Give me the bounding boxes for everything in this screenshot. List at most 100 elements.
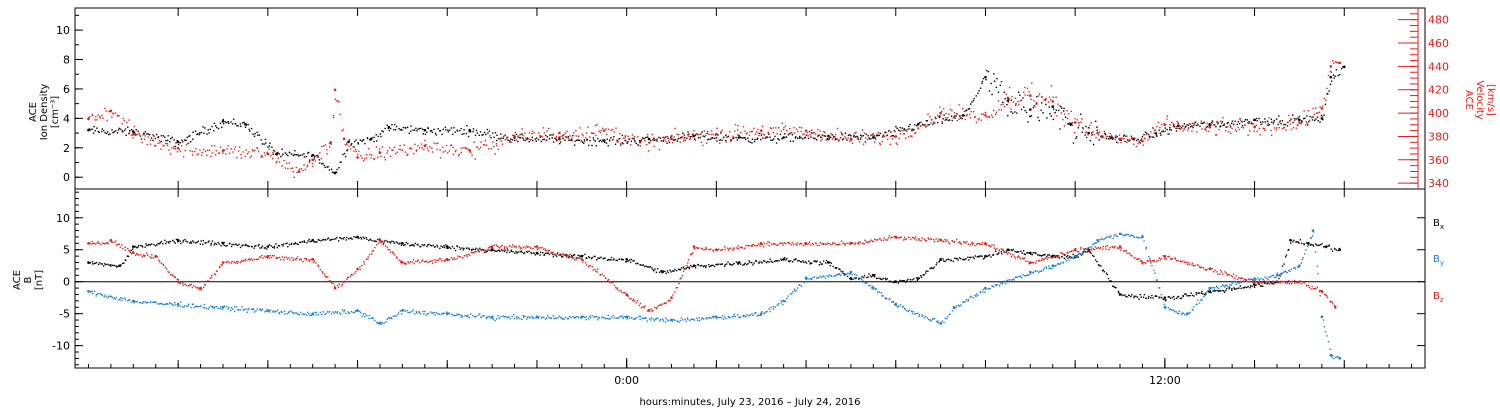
Bx-dot: [800, 261, 803, 263]
Bx-dot: [1090, 252, 1092, 254]
Bz-dot: [487, 247, 490, 249]
Bz-dot: [883, 237, 886, 239]
By-dot: [601, 316, 603, 318]
Bz-dot: [428, 260, 431, 263]
Bz-dot: [750, 244, 752, 247]
density-dot: [231, 123, 234, 125]
velocity-dot: [1082, 128, 1085, 130]
By-dot: [549, 317, 552, 320]
Bx-dot: [725, 263, 728, 265]
By-dot: [1208, 289, 1210, 291]
density-dot: [945, 118, 948, 121]
velocity-dot: [837, 140, 840, 142]
By-dot: [492, 318, 494, 320]
By-dot: [926, 317, 929, 319]
Bz-dot: [753, 244, 755, 247]
velocity-dot: [1179, 128, 1182, 131]
By-dot: [155, 301, 157, 304]
density-dot: [157, 136, 160, 138]
Bx-dot: [683, 268, 685, 270]
Bz-dot: [1018, 256, 1020, 258]
velocity-dot: [1182, 130, 1184, 132]
density-dot: [1061, 107, 1063, 109]
density-dot: [766, 136, 769, 138]
Bz-dot: [696, 246, 698, 249]
Bz-dot: [327, 276, 329, 278]
By-dot: [1113, 234, 1115, 237]
Bx-dot: [358, 237, 360, 239]
By-dot: [415, 311, 418, 313]
Bz-dot: [587, 266, 590, 268]
velocity-dot: [987, 115, 990, 118]
Bx-dot: [137, 246, 139, 249]
Bz-dot: [842, 242, 844, 244]
density-dot: [857, 138, 859, 140]
Bz-dot: [956, 238, 958, 241]
Bx-dot: [1312, 244, 1314, 246]
density-dot: [1104, 132, 1106, 134]
Bz-dot: [728, 247, 730, 250]
By-dot: [1278, 273, 1280, 276]
Bx-dot: [820, 263, 822, 265]
density-dot: [569, 139, 572, 141]
density-dot: [176, 139, 178, 142]
Bx-dot: [147, 244, 149, 246]
density-dot: [384, 127, 386, 130]
density-dot: [1122, 135, 1125, 137]
Bz-dot: [720, 249, 722, 251]
By-dot: [766, 310, 768, 313]
Bx-dot: [938, 260, 941, 262]
Bz-dot: [876, 239, 879, 241]
By-dot: [383, 322, 386, 324]
Bz-dot: [615, 287, 617, 289]
velocity-dot: [651, 133, 653, 136]
By-dot: [181, 306, 183, 308]
Bx-dot: [1148, 295, 1150, 298]
By-dot: [1043, 267, 1045, 269]
By-dot: [1259, 279, 1261, 281]
By-dot: [1164, 305, 1167, 308]
By-dot: [483, 314, 485, 317]
density-dot: [275, 153, 277, 156]
Bx-dot: [173, 240, 175, 243]
Bz-dot: [736, 247, 738, 249]
By-dot: [587, 318, 590, 320]
Bz-dot: [1014, 257, 1016, 259]
y2-tick-label-6: 460: [1428, 37, 1449, 50]
density-dot: [198, 132, 201, 134]
velocity-dot: [1037, 95, 1040, 97]
velocity-dot: [948, 113, 950, 115]
Bz-dot: [1149, 259, 1151, 262]
density-dot: [1162, 130, 1165, 133]
By-dot: [1167, 306, 1170, 309]
density-dot: [1101, 136, 1103, 139]
velocity-dot: [749, 131, 751, 133]
density-dot: [890, 131, 892, 133]
Bx-dot: [419, 245, 421, 248]
By-dot: [1220, 285, 1222, 288]
By-dot: [343, 309, 346, 311]
density-dot: [853, 134, 855, 136]
density-dot: [485, 133, 487, 136]
By-dot: [644, 317, 646, 319]
density-dot: [1016, 112, 1018, 114]
bottom-ylabel-line-2: B: [23, 276, 34, 283]
Bz-dot: [1004, 251, 1006, 253]
velocity-dot: [1175, 125, 1178, 128]
By-dot: [854, 276, 856, 279]
Bx-dot: [362, 236, 364, 238]
velocity-dot: [1193, 124, 1195, 127]
density-dot: [1333, 77, 1335, 79]
density-dot: [682, 132, 684, 134]
Bx-dot: [1032, 251, 1034, 254]
velocity-dot: [719, 142, 721, 144]
velocity-dot: [844, 135, 846, 138]
velocity-dot: [1049, 99, 1052, 101]
By-dot: [756, 315, 759, 317]
By-dot: [485, 317, 487, 319]
velocity-dot: [538, 132, 540, 134]
Bz-dot: [656, 306, 658, 309]
velocity-dot: [375, 146, 378, 148]
Bz-dot: [467, 253, 469, 256]
density-dot: [237, 125, 239, 127]
